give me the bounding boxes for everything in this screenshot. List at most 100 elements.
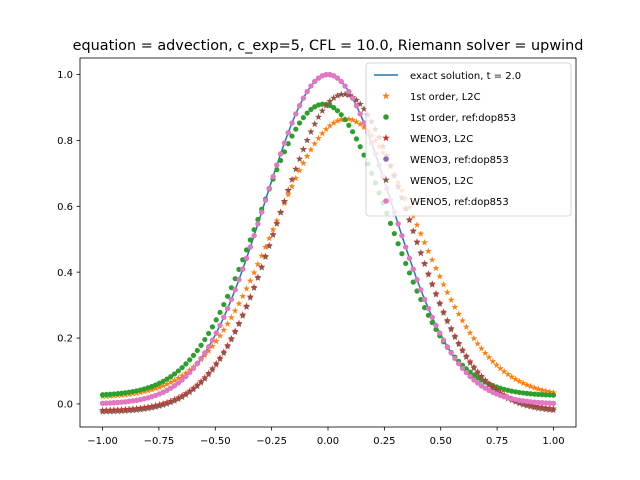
x-axis: −1.00 −0.75 −0.50 −0.25 0.00 0.25 0.50 0.75 1.00: [87, 427, 565, 447]
y-tick-label: 0.2: [57, 334, 73, 345]
data-point: [205, 371, 213, 378]
y-tick-label: 0.4: [57, 268, 73, 279]
data-point: [217, 309, 223, 316]
x-tick-label: 0.50: [430, 436, 452, 447]
data-point: [527, 382, 535, 390]
data-point: [239, 312, 247, 319]
y-tick-label: 0.6: [57, 202, 73, 213]
data-point: [413, 221, 421, 228]
data-point: [334, 75, 341, 81]
data-point: [474, 369, 482, 377]
data-point: [102, 408, 110, 415]
data-point: [262, 197, 269, 203]
data-point: [182, 369, 190, 376]
data-point: [216, 355, 224, 363]
data-point: [265, 234, 273, 242]
data-point: [216, 332, 224, 339]
data-point: [322, 102, 330, 109]
data-point: [202, 336, 208, 343]
data-point: [106, 408, 114, 415]
data-point: [254, 260, 262, 268]
data-point: [467, 373, 473, 380]
data-point: [424, 247, 432, 255]
data-point: [171, 371, 178, 377]
data-point: [269, 225, 277, 233]
data-point: [357, 144, 363, 150]
data-point: [463, 369, 469, 376]
data-point: [179, 364, 185, 371]
data-point: [220, 326, 228, 333]
data-point: [466, 329, 474, 336]
data-point: [232, 287, 238, 293]
data-point: [111, 391, 117, 397]
data-point: [504, 370, 512, 378]
data-point: [281, 149, 288, 155]
data-point: [433, 322, 439, 329]
data-point: [470, 364, 478, 372]
data-point: [236, 266, 242, 272]
legend-label: WENO5, L2C: [410, 176, 473, 187]
data-point: [451, 303, 459, 311]
legend-star-marker: [382, 92, 390, 100]
data-point: [331, 105, 337, 111]
data-point: [193, 382, 201, 390]
data-point: [447, 296, 455, 303]
data-point: [462, 323, 470, 330]
data-point: [391, 230, 397, 237]
data-point: [205, 347, 213, 354]
data-point: [227, 313, 235, 321]
data-point: [107, 400, 113, 406]
data-point: [543, 400, 549, 406]
data-point: [474, 340, 482, 347]
data-point: [443, 317, 451, 325]
legend-dot-marker: [383, 156, 389, 162]
data-point: [546, 406, 554, 413]
data-point: [228, 285, 234, 291]
data-point: [429, 314, 435, 320]
data-point: [334, 92, 341, 99]
data-point: [414, 277, 420, 283]
data-point: [327, 102, 333, 109]
data-point: [266, 185, 272, 191]
data-point: [206, 330, 212, 337]
legend-label: WENO3, ref:dop853: [410, 155, 509, 166]
data-point: [110, 407, 118, 415]
data-point: [535, 399, 541, 406]
data-point: [99, 392, 106, 398]
data-point: [455, 340, 463, 348]
data-point: [274, 162, 280, 168]
data-point: [246, 294, 254, 301]
data-point: [231, 307, 239, 314]
y-tick-label: 0.0: [57, 400, 73, 411]
data-point: [179, 377, 185, 383]
x-tick-label: −0.25: [256, 436, 287, 447]
data-point: [508, 373, 516, 380]
legend-dot-marker: [383, 198, 389, 204]
data-point: [349, 116, 357, 124]
data-point: [258, 252, 266, 259]
data-point: [168, 374, 174, 380]
data-point: [190, 365, 197, 371]
data-point: [456, 361, 462, 367]
data-point: [221, 301, 227, 308]
data-point: [418, 287, 424, 293]
data-point: [523, 402, 531, 409]
data-point: [467, 369, 473, 375]
data-point: [194, 347, 200, 354]
legend-label: WENO5, ref:dop853: [410, 197, 509, 208]
data-point: [387, 220, 394, 226]
data-point: [539, 400, 545, 406]
data-point: [417, 249, 425, 257]
data-point: [528, 391, 534, 397]
data-point: [289, 120, 295, 126]
data-point: [243, 255, 250, 261]
data-point: [262, 253, 269, 260]
data-point: [126, 398, 132, 404]
data-point: [278, 157, 284, 164]
data-point: [231, 328, 239, 336]
data-point: [399, 251, 405, 257]
data-point: [209, 337, 216, 343]
data-point: [338, 78, 344, 85]
data-point: [217, 322, 223, 329]
data-point: [399, 232, 405, 239]
